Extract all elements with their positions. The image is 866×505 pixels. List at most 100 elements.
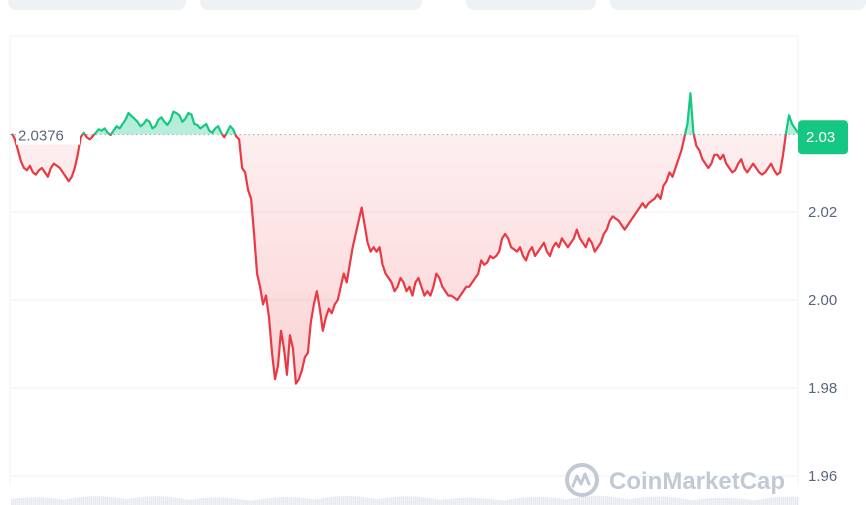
y-axis: 2.02 2.00 1.98 1.96 <box>808 204 837 485</box>
volume-bar <box>565 499 567 505</box>
volume-bar <box>639 497 641 505</box>
volume-bar <box>599 496 601 505</box>
volume-bar <box>207 497 209 505</box>
area-below-reference <box>12 134 798 384</box>
volume-bar <box>487 498 489 505</box>
volume-bar <box>219 497 221 505</box>
volume-bar <box>319 498 321 505</box>
volume-bar <box>649 496 651 505</box>
volume-bar <box>273 497 275 505</box>
volume-bar <box>631 498 633 505</box>
volume-bar <box>451 498 453 505</box>
volume-bar <box>427 497 429 505</box>
volume-bar <box>697 499 699 505</box>
tab-4[interactable] <box>610 0 866 10</box>
volume-bar <box>285 496 287 505</box>
volume-bar <box>101 496 103 505</box>
volume-bar <box>669 496 671 505</box>
volume-bar <box>153 496 155 505</box>
volume-bar <box>179 498 181 505</box>
volume-bar <box>411 496 413 505</box>
volume-bar <box>205 497 207 505</box>
volume-bar <box>305 498 307 505</box>
price-line-down <box>11 134 787 385</box>
volume-bar <box>683 498 685 505</box>
volume-bar <box>393 497 395 505</box>
volume-bar <box>299 497 301 505</box>
volume-bar <box>225 497 227 505</box>
volume-bar <box>531 496 533 505</box>
volume-bar <box>655 496 657 505</box>
volume-bar <box>485 498 487 505</box>
volume-bar <box>53 498 55 505</box>
volume-bar <box>281 497 283 505</box>
volume-bar <box>221 497 223 505</box>
volume-bar <box>687 499 689 505</box>
volume-bar <box>587 496 589 505</box>
volume-bar <box>559 498 561 505</box>
volume-bar <box>459 497 461 505</box>
volume-bar <box>89 496 91 505</box>
volume-bar <box>637 497 639 505</box>
volume-bar <box>607 496 609 505</box>
volume-bar <box>247 500 249 505</box>
volume-bar <box>453 498 455 505</box>
volume-bar <box>361 496 363 505</box>
volume-bar <box>703 498 705 505</box>
volume-bar <box>181 498 183 505</box>
volume-bar <box>373 498 375 505</box>
volume-bar <box>199 498 201 505</box>
volume-bar <box>349 496 351 505</box>
volume-bar <box>177 497 179 505</box>
volume-bar <box>671 497 673 505</box>
volume-bar <box>165 496 167 505</box>
volume-bar <box>591 496 593 505</box>
volume-bar <box>705 498 707 505</box>
volume-bar <box>387 497 389 505</box>
volume-bar <box>341 496 343 505</box>
volume-bar <box>417 496 419 505</box>
tab-2[interactable] <box>200 0 422 10</box>
volume-bar <box>43 497 45 505</box>
tab-3[interactable] <box>466 0 596 10</box>
volume-bar <box>73 497 75 505</box>
volume-bar <box>325 497 327 505</box>
volume-bar <box>405 496 407 505</box>
volume-bar <box>97 496 99 505</box>
volume-bar <box>725 498 727 505</box>
volume-bar <box>653 496 655 505</box>
volume-bar <box>139 497 141 505</box>
volume-bar <box>753 500 755 505</box>
volume-bar <box>493 499 495 505</box>
volume-bar <box>447 499 449 505</box>
price-line <box>11 92 799 385</box>
volume-bar <box>759 499 761 505</box>
volume-bar <box>695 499 697 505</box>
volume-bar <box>57 498 59 505</box>
volume-bar <box>503 500 505 505</box>
volume-bar <box>255 500 257 505</box>
volume-bar <box>109 496 111 505</box>
volume-bar <box>529 496 531 505</box>
volume-bar <box>127 498 129 505</box>
volume-bar <box>755 500 757 505</box>
volume-bar <box>701 498 703 505</box>
volume-bar <box>209 497 211 505</box>
volume-bar <box>589 496 591 505</box>
volume-bar <box>617 497 619 505</box>
volume-bar <box>581 496 583 505</box>
volume-bar <box>331 496 333 505</box>
volume-bar <box>111 497 113 505</box>
volume-bar <box>425 497 427 505</box>
volume-bar <box>439 499 441 505</box>
tab-1[interactable] <box>8 0 186 10</box>
volume-bar <box>77 497 79 505</box>
volume-bar <box>307 498 309 505</box>
volume-bar <box>613 496 615 505</box>
volume-bar <box>443 499 445 505</box>
volume-bar <box>243 499 245 505</box>
volume-bar <box>85 496 87 505</box>
volume-bar <box>15 498 17 505</box>
volume-bars <box>11 496 799 505</box>
